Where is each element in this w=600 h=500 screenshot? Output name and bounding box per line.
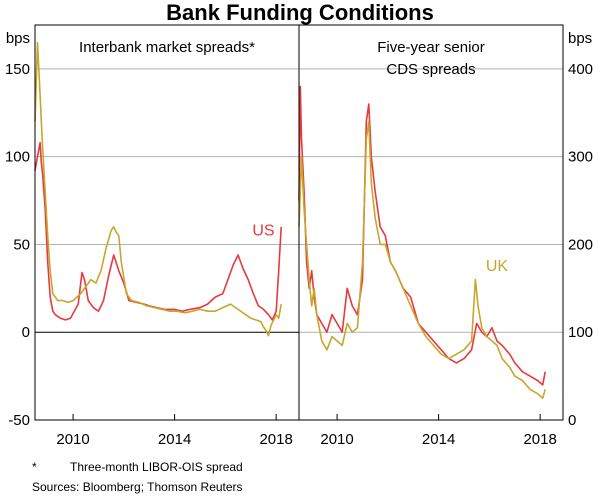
panel-1-series-uk [34,41,282,337]
panel-2-x-tick-label: 2018 [523,431,556,448]
panel-2-y-unit-label: bps [568,30,592,47]
footnote: * Three-month LIBOR-OIS spread [32,460,243,474]
panel-1-x-tick-label: 2010 [56,431,89,448]
panel-1-y-tick-label: 150 [5,61,30,78]
chart: Bank Funding Conditions -50 0 50 100 150 2010… [5,0,593,448]
footnote-marker: * [32,460,37,474]
panel-1-x-tick-label: 2018 [259,431,292,448]
panel-2-y-tick-label: 300 [568,149,593,166]
panel-1-title: Interbank market spreads* [79,39,255,56]
chart-title: Bank Funding Conditions [166,0,434,25]
panel-2-y-tick-label: 400 [568,61,593,78]
chart-content: -50 0 50 100 150 2010 2014 2018 bps Interbank mar… [5,24,593,448]
panel-1-y-tick-label: -50 [8,412,30,429]
panel-1-series-us [34,141,282,321]
panel-2-y-tick-label: 200 [568,236,593,253]
panel-2-x-tick-label: 2010 [320,431,353,448]
panel-2-y-tick-label: 0 [568,412,576,429]
panel-1-y-tick-label: 100 [5,149,30,166]
panel-2-title: Five-year senior [377,39,485,56]
panel-2-x-tick-label: 2014 [422,431,455,448]
panel-2-series-label-uk: UK [486,258,509,275]
panel-1-series-label-us: US [252,223,274,240]
panel-1-y-tick-label: 50 [13,236,30,253]
panel-1-y-unit-label: bps [6,30,30,47]
sources-note: Sources: Bloomberg; Thomson Reuters [32,480,243,494]
panel-2-y-tick-label: 100 [568,324,593,341]
panel-1-y-tick-label: 0 [22,324,30,341]
panel-2-title: CDS spreads [386,61,475,78]
footnote-text: Three-month LIBOR-OIS spread [70,460,243,474]
panel-2-series-uk [298,120,546,399]
panel-1-x-tick-label: 2014 [158,431,191,448]
